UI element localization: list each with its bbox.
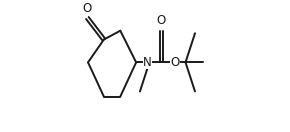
Text: O: O bbox=[170, 56, 180, 69]
Text: N: N bbox=[143, 56, 152, 69]
Text: O: O bbox=[157, 14, 166, 27]
Text: O: O bbox=[82, 2, 91, 15]
